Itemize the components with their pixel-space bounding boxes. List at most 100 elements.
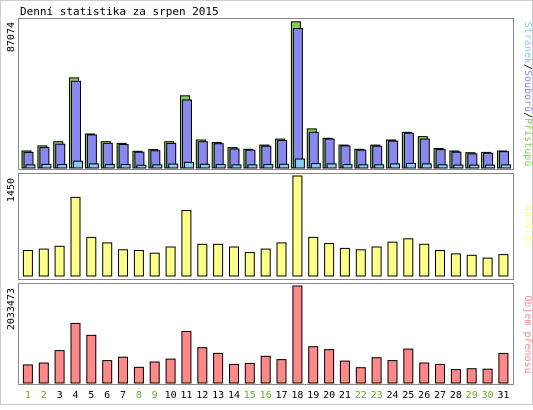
bar-pages <box>342 164 353 169</box>
x-tick-label: 11 <box>180 390 192 401</box>
x-tick-label: 20 <box>323 390 335 401</box>
x-tick-label: 13 <box>212 390 224 401</box>
x-tick-label: 10 <box>165 390 177 401</box>
bar-visits <box>466 254 477 277</box>
bar-pages <box>263 164 274 169</box>
bar-kbytes <box>419 362 430 384</box>
bar-pages <box>405 162 416 169</box>
x-tick-label: 8 <box>136 390 142 401</box>
bar-visits <box>355 249 366 277</box>
bar-pages <box>469 164 480 169</box>
bar-kbytes <box>22 364 33 384</box>
bar-kbytes <box>371 357 382 384</box>
bar-visits <box>181 210 192 277</box>
bar-visits <box>387 241 398 277</box>
bar-pages <box>358 164 369 169</box>
x-tick-label: 28 <box>450 390 462 401</box>
bar-pages <box>326 163 337 169</box>
bar-pages <box>279 163 290 169</box>
x-tick-label: 29 <box>466 390 478 401</box>
x-tick-label: 15 <box>244 390 256 401</box>
bar-visits <box>70 196 81 277</box>
bar-kbytes <box>165 358 176 384</box>
panel-hits-files-pages: 87074 Stránek/Souborů/Přístupů <box>6 21 533 169</box>
legend-part: / <box>522 64 533 70</box>
bar-kbytes <box>229 363 239 384</box>
bar-kbytes <box>482 368 493 384</box>
bar-visits <box>435 250 445 277</box>
legend-part: Objem přenosu <box>522 295 533 373</box>
bar-kbytes <box>197 347 208 384</box>
bar-pages <box>136 164 147 169</box>
bar-pages <box>73 160 83 169</box>
panel-visits-frame <box>18 173 514 280</box>
x-tick-label: 24 <box>386 390 398 401</box>
bar-pages <box>88 163 99 169</box>
legend-part: Přístupů <box>522 118 533 166</box>
x-tick-label: 25 <box>402 390 414 401</box>
bar-files <box>71 80 81 169</box>
bar-kbytes <box>466 368 477 384</box>
bar-kbytes <box>339 360 350 384</box>
legend-label: Objem přenosu <box>522 295 533 373</box>
legend-part: Stránek <box>522 22 533 64</box>
bar-visits <box>118 249 128 277</box>
bar-visits <box>22 250 33 277</box>
bar-visits <box>419 243 430 277</box>
bar-visits <box>276 242 287 277</box>
bar-visits <box>498 254 509 277</box>
bar-pages <box>485 164 496 169</box>
bar-pages <box>152 164 163 169</box>
bar-visits <box>54 245 65 277</box>
y-max-label: 2033473 <box>6 288 17 330</box>
panel-visits: 1450 Návštěv <box>6 175 533 277</box>
bar-pages <box>25 164 36 169</box>
x-tick-label: 18 <box>291 390 303 401</box>
chart-title: Denní statistika za srpen 2015 <box>20 5 219 18</box>
legend-part: Návštěv <box>522 205 533 247</box>
bar-visits <box>165 246 176 277</box>
x-tick-label: 31 <box>497 390 509 401</box>
bar-visits <box>308 236 319 277</box>
x-tick-label: 21 <box>339 390 351 401</box>
bar-kbytes <box>244 362 255 384</box>
bar-pages <box>453 164 464 169</box>
x-tick-label: 4 <box>72 390 78 401</box>
panel-kbytes: 2033473 Objem přenosu <box>6 285 533 384</box>
y-max-label: 87074 <box>6 22 17 52</box>
bar-pages <box>437 164 448 169</box>
bar-kbytes <box>308 346 319 384</box>
bar-visits <box>324 243 335 277</box>
legend-label: Návštěv <box>522 205 533 247</box>
bar-kbytes <box>38 362 49 384</box>
bar-visits <box>450 253 461 277</box>
bar-kbytes <box>276 359 287 384</box>
bar-visits <box>292 175 303 277</box>
x-tick-label: 30 <box>482 390 494 401</box>
bar-files <box>308 131 319 169</box>
bar-pages <box>310 163 321 169</box>
bar-pages <box>501 164 511 169</box>
bar-visits <box>229 246 239 277</box>
x-tick-label: 26 <box>418 390 430 401</box>
bar-kbytes <box>213 352 224 384</box>
x-tick-label: 19 <box>307 390 319 401</box>
bar-pages <box>374 164 385 169</box>
bar-kbytes <box>54 350 65 384</box>
bar-visits <box>38 248 49 277</box>
x-tick-label: 2 <box>41 390 47 401</box>
bar-visits <box>482 257 493 277</box>
bar-visits <box>102 242 113 277</box>
bar-kbytes <box>118 356 128 384</box>
bar-visits <box>86 236 97 277</box>
legend-part: / <box>522 112 533 118</box>
x-tick-label: 27 <box>434 390 446 401</box>
bar-kbytes <box>403 348 414 384</box>
x-tick-label: 14 <box>228 390 240 401</box>
y-max-label: 1450 <box>6 178 17 202</box>
x-tick-label: 3 <box>57 390 63 401</box>
bar-kbytes <box>102 360 113 384</box>
x-axis-day-labels: 1 2 3 4 5 6 7 8 9 10 11 12 13 14 15 16 17 18 19 20 21 22 23 24 2… <box>25 390 510 401</box>
